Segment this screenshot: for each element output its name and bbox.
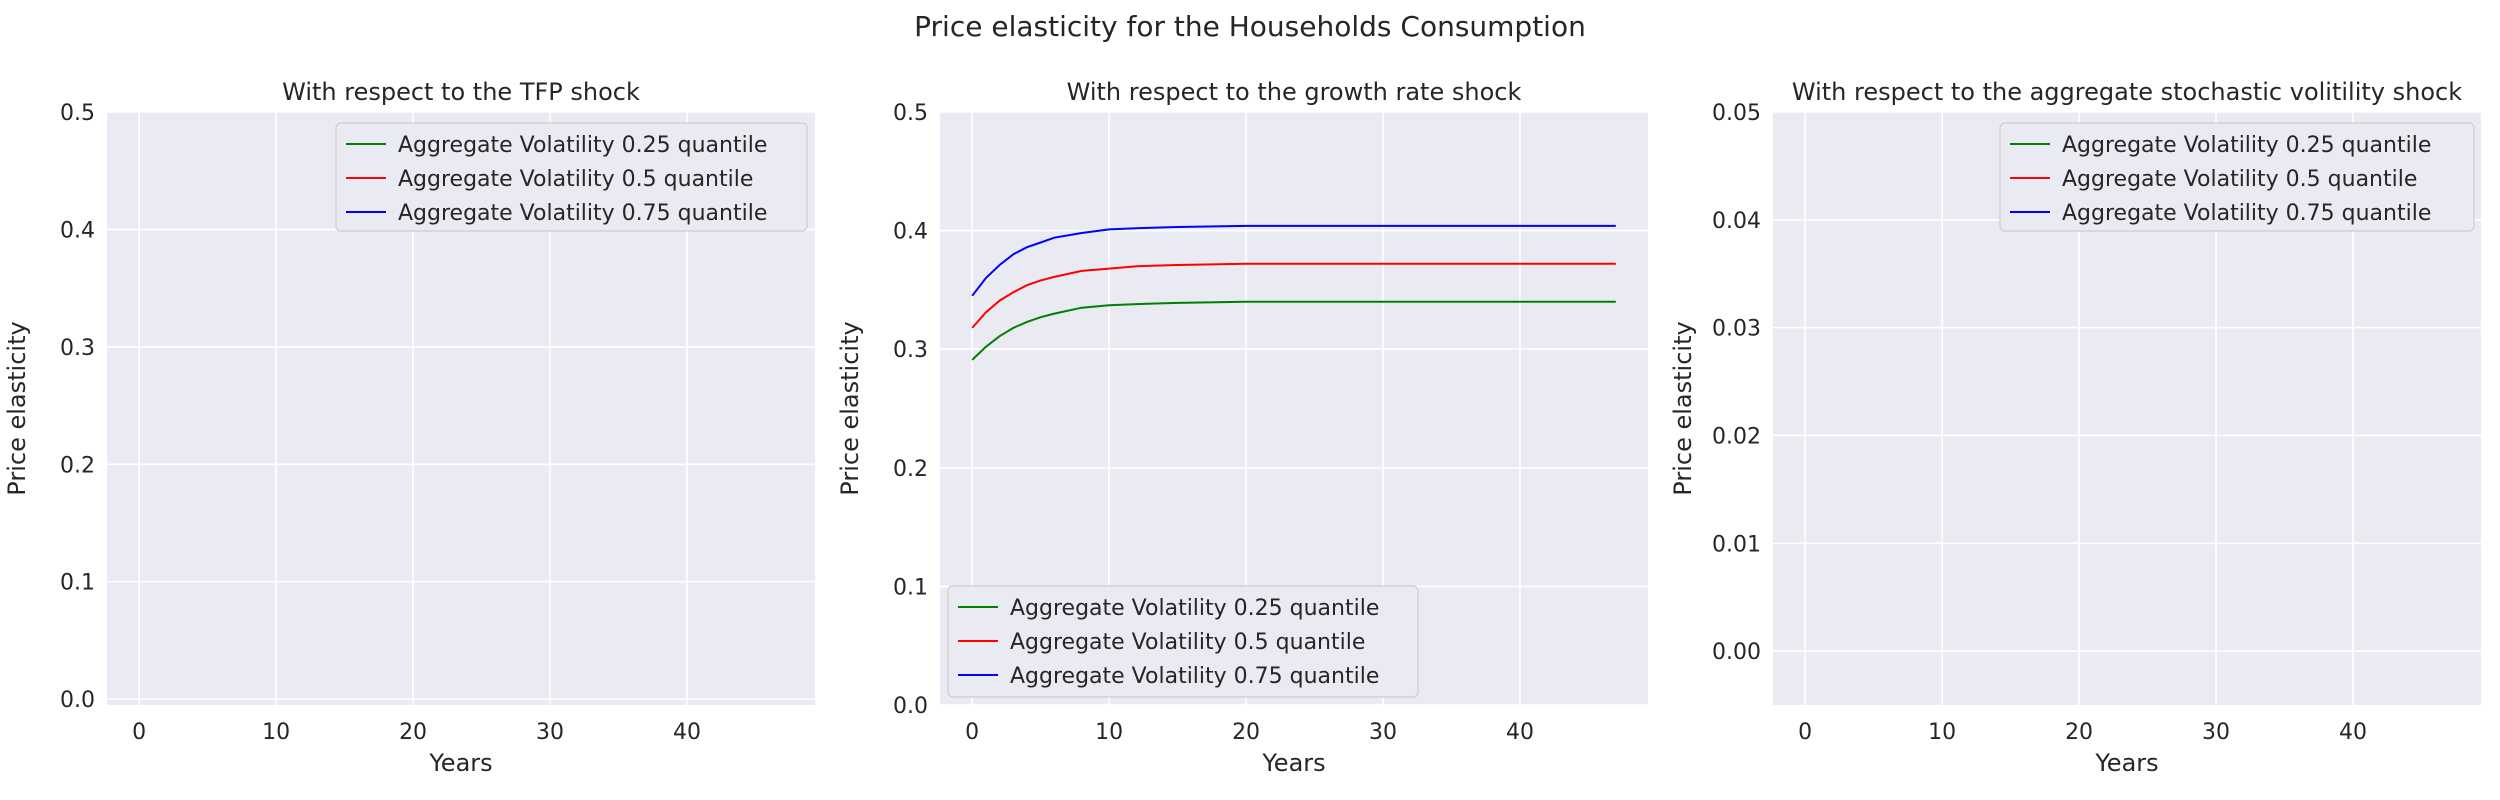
legend: Aggregate Volatility 0.25 quantile Aggreg… <box>947 585 1419 698</box>
x-tick-label: 0 <box>132 720 146 745</box>
x-tick-label: 40 <box>1506 720 1534 745</box>
y-tick-label: 0.3 <box>893 338 928 363</box>
legend-label: Aggregate Volatility 0.75 quantile <box>2062 201 2431 226</box>
legend-label: Aggregate Volatility 0.75 quantile <box>1010 664 1379 689</box>
x-tick-label: 30 <box>2202 720 2230 745</box>
x-tick-label: 30 <box>536 720 564 745</box>
y-tick-label: 0.05 <box>1712 101 1761 126</box>
legend-box <box>335 122 808 232</box>
legend: Aggregate Volatility 0.25 quantile Aggreg… <box>1999 122 2475 232</box>
x-tick-label: 20 <box>2065 720 2093 745</box>
y-tick-label: 0.3 <box>60 336 95 361</box>
legend-label: Aggregate Volatility 0.25 quantile <box>398 133 767 158</box>
figure-title: Price elasticity for the Households Cons… <box>914 10 1586 43</box>
x-axis-label: Years <box>2094 749 2158 777</box>
x-axis-label: Years <box>1261 749 1325 777</box>
subplot-3: 0 10 20 30 40 0.00 0.01 0.02 0.03 0.04 0.05 With re… <box>1669 78 2481 777</box>
x-axis-label: Years <box>428 749 492 777</box>
subplot-title: With respect to the TFP shock <box>282 78 640 106</box>
y-tick-label: 0.2 <box>60 453 95 478</box>
legend-label: Aggregate Volatility 0.5 quantile <box>1010 630 1365 655</box>
y-axis-label: Price elasticity <box>3 321 31 495</box>
x-tick-label: 0 <box>1798 720 1812 745</box>
legend-label: Aggregate Volatility 0.75 quantile <box>398 201 767 226</box>
legend-label: Aggregate Volatility 0.5 quantile <box>398 167 753 192</box>
x-tick-label: 10 <box>1928 720 1956 745</box>
y-tick-label: 0.1 <box>893 575 928 600</box>
y-tick-label: 0.4 <box>60 218 95 243</box>
y-axis-label: Price elasticity <box>1669 321 1697 495</box>
y-tick-label: 0.04 <box>1712 209 1761 234</box>
x-tick-label: 0 <box>965 720 979 745</box>
y-tick-label: 0.01 <box>1712 532 1761 557</box>
x-tick-label: 10 <box>262 720 290 745</box>
x-tick-label: 20 <box>1232 720 1260 745</box>
x-tick-label: 10 <box>1095 720 1123 745</box>
y-tick-label: 0.0 <box>60 688 95 713</box>
series-line-3 <box>971 224 1616 297</box>
y-tick-label: 0.02 <box>1712 424 1761 449</box>
subplot-title: With respect to the aggregate stochastic… <box>1792 78 2462 106</box>
y-tick-label: 0.00 <box>1712 640 1761 665</box>
x-tick-label: 40 <box>673 720 701 745</box>
x-tick-label: 40 <box>2339 720 2367 745</box>
x-tick-label: 20 <box>399 720 427 745</box>
legend-box <box>947 585 1419 698</box>
legend: Aggregate Volatility 0.25 quantile Aggreg… <box>335 122 808 232</box>
y-tick-label: 0.2 <box>893 457 928 482</box>
series-line-1 <box>971 300 1616 361</box>
y-axis-label: Price elasticity <box>836 321 864 495</box>
y-tick-label: 0.5 <box>893 101 928 126</box>
legend-label: Aggregate Volatility 0.5 quantile <box>2062 167 2417 192</box>
y-tick-label: 0.0 <box>893 694 928 719</box>
y-tick-label: 0.1 <box>60 571 95 596</box>
legend-box <box>1999 122 2475 232</box>
subplot-2: 0 10 20 30 40 0.0 0.1 0.2 0.3 0.4 0.5 With respect … <box>836 78 1648 777</box>
y-tick-label: 0.4 <box>893 220 928 245</box>
legend-label: Aggregate Volatility 0.25 quantile <box>1010 596 1379 621</box>
series-line-2 <box>971 262 1616 329</box>
x-tick-label: 30 <box>1369 720 1397 745</box>
legend-label: Aggregate Volatility 0.25 quantile <box>2062 133 2431 158</box>
subplot-1: 0 10 20 30 40 0.0 0.1 0.2 0.3 0.4 0.5 With respect … <box>3 78 815 777</box>
subplot-title: With respect to the growth rate shock <box>1067 78 1522 106</box>
y-tick-label: 0.03 <box>1712 317 1761 342</box>
y-tick-label: 0.5 <box>60 101 95 126</box>
